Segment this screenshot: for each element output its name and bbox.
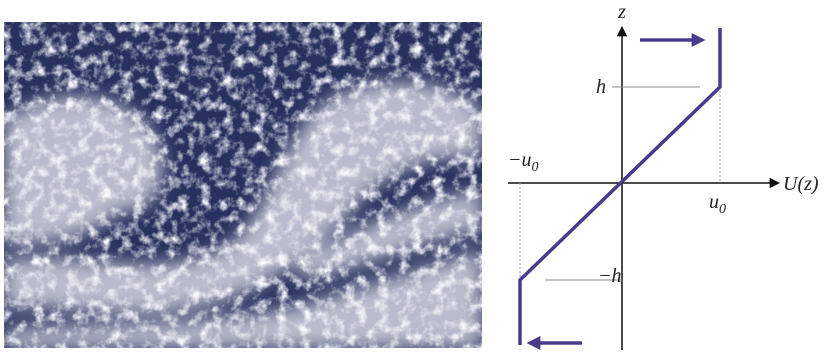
minus-h-label: −h [598, 265, 622, 287]
cloud-image [4, 22, 482, 348]
h-label: h [596, 76, 606, 98]
figure: z U(z) h −h u0 −u0 [0, 0, 824, 353]
u0-label: u0 [709, 191, 726, 217]
z-label: z [617, 1, 626, 23]
u-label: U(z) [783, 173, 819, 195]
profile-diagram: z U(z) h −h u0 −u0 [508, 1, 819, 350]
minus-u0-label: −u0 [508, 149, 539, 175]
velocity-profile [520, 28, 720, 345]
